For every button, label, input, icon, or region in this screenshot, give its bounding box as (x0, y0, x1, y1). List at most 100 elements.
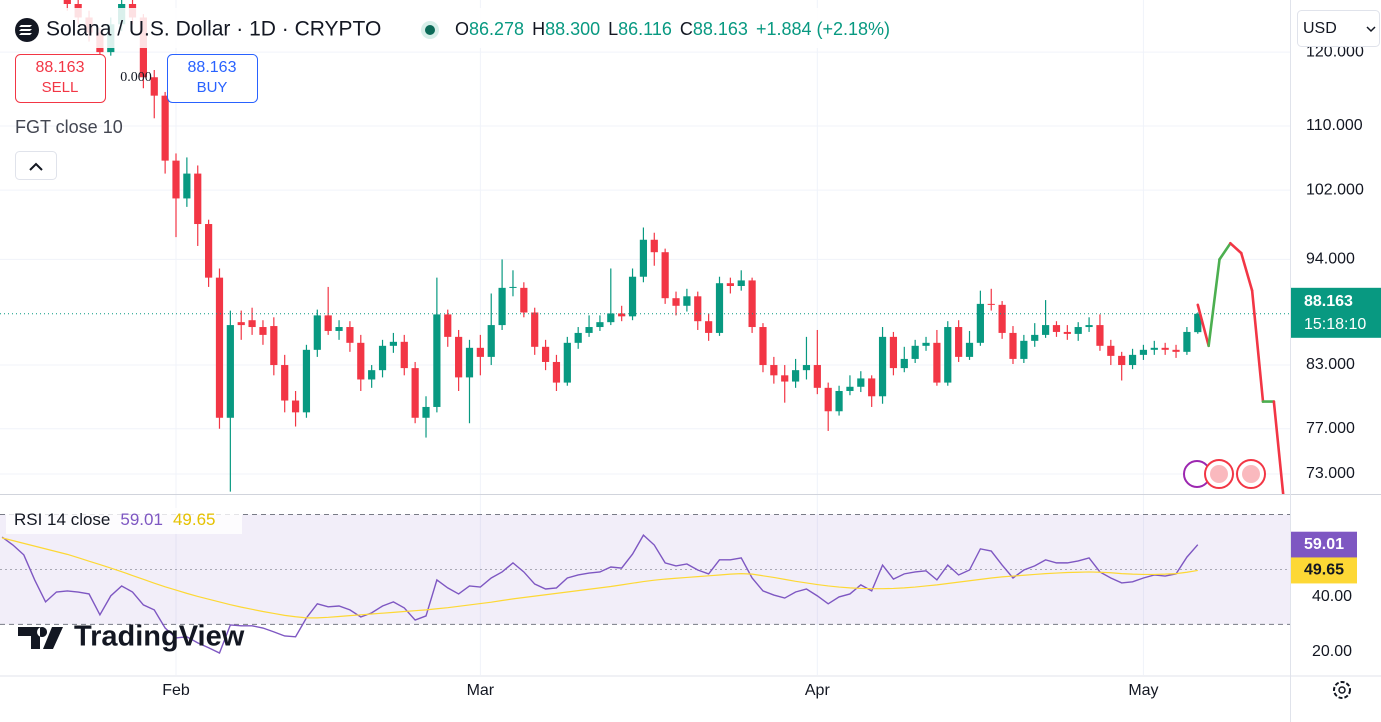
candle-body (313, 315, 321, 350)
y-tick-label: 120.000 (1306, 43, 1364, 60)
candle-body (1128, 354, 1137, 366)
currency-button[interactable] (1297, 10, 1380, 47)
sell-price: 88.163 (36, 59, 85, 76)
candle-body (161, 95, 169, 161)
candle-body (455, 336, 463, 378)
price-label: 88.163 (1304, 293, 1353, 310)
candle-body (1096, 325, 1104, 346)
candle-body (715, 283, 724, 333)
candle-body (389, 341, 397, 346)
dropdown-icon (1366, 26, 1376, 33)
candle-body (726, 283, 734, 286)
y-tick-label: 20.00 (1312, 643, 1352, 660)
candle-body (1172, 349, 1180, 352)
candle-body (661, 252, 669, 299)
candle-body (172, 160, 180, 199)
candle-body (1085, 325, 1093, 328)
buy-label: BUY (197, 79, 228, 96)
candle-body (411, 368, 419, 418)
candle-body (1118, 355, 1126, 366)
l-key: L (608, 19, 618, 39)
candle-body (465, 347, 474, 378)
candle-body (835, 390, 843, 412)
event-flag-us[interactable] (1204, 459, 1234, 489)
candle-body (1042, 325, 1050, 335)
candle-body (944, 327, 952, 383)
buy-button[interactable] (167, 54, 258, 103)
candle-body (248, 320, 256, 328)
symbol-title[interactable]: Solana / U.S. Dollar · 1D · CRYPTO (46, 18, 381, 41)
event-flag-us[interactable] (1236, 459, 1266, 489)
flag (1210, 465, 1228, 483)
indicator-segment (1229, 241, 1243, 255)
candle-body (846, 386, 854, 391)
candle-body (1052, 325, 1061, 332)
h-value: 88.300 (545, 19, 600, 39)
candle-body (552, 361, 561, 383)
candle-body (987, 303, 995, 305)
indicator-segment (1250, 289, 1265, 403)
candle-body (259, 327, 267, 335)
rsi-legend[interactable]: RSI 14 close 59.01 49.65 (14, 510, 215, 529)
ohlc-legend: O86.278 H88.300 L86.116 C88.163 +1.884 (+2.1… (455, 19, 890, 39)
candle-body (433, 314, 441, 407)
candle-body (302, 349, 311, 413)
candle-body (911, 345, 919, 359)
candle-body (802, 365, 811, 371)
rsi-label: 59.01 (1304, 536, 1344, 553)
candle-body (1020, 340, 1028, 359)
c-key: C (680, 19, 693, 39)
y-tick-label: 102.000 (1306, 181, 1364, 198)
o-value: 86.278 (469, 19, 524, 39)
candle-body (639, 239, 648, 277)
indicator-segment (1196, 303, 1210, 348)
candle-body (487, 325, 495, 357)
change: +1.884 (+2.18%) (756, 19, 890, 39)
sell-button[interactable] (15, 54, 106, 103)
candle-body (1139, 349, 1148, 355)
candle-body (237, 322, 245, 326)
collapse-button[interactable] (15, 151, 57, 180)
indicator-legend[interactable]: FGT close 10 (15, 117, 123, 137)
candle-body (205, 224, 213, 278)
x-tick-label: Feb (162, 682, 190, 699)
y-tick-label: 73.000 (1306, 465, 1355, 482)
candle-body (824, 387, 832, 412)
candle-body (378, 345, 387, 371)
candle-body (998, 304, 1006, 333)
candle-body (878, 336, 887, 397)
candle-body (183, 173, 191, 199)
candle-body (324, 315, 332, 331)
brand-name: TradingView (74, 621, 245, 653)
indicator-segment (1239, 251, 1254, 292)
y-tick-label: 83.000 (1306, 356, 1355, 373)
status-dot (425, 25, 435, 35)
rsi-line (1, 534, 1199, 654)
candle-body (618, 313, 626, 317)
candle-body (813, 365, 821, 388)
candle-body (509, 286, 517, 288)
indicator-segment (1272, 400, 1285, 494)
candle-body (291, 400, 300, 413)
header-bg (0, 8, 930, 48)
candle-body (791, 370, 800, 382)
candle-body (63, 0, 71, 5)
symbol-logo-mark (19, 25, 32, 35)
y-tick-label: 77.000 (1306, 420, 1355, 437)
settings-icon[interactable] (1333, 681, 1351, 699)
flag (1242, 465, 1260, 483)
x-tick-label: Apr (805, 682, 831, 699)
price-label-bg (1291, 287, 1381, 338)
candle-body (781, 375, 789, 382)
candle-body (335, 327, 343, 331)
candle-body (215, 277, 224, 418)
candle-body (346, 327, 354, 343)
rsi-value: 59.01 (120, 510, 163, 529)
candle-body (541, 346, 550, 362)
candle-body (1150, 347, 1158, 350)
candle-body (628, 276, 637, 317)
candle-body (933, 342, 941, 383)
candle-body (889, 336, 898, 369)
